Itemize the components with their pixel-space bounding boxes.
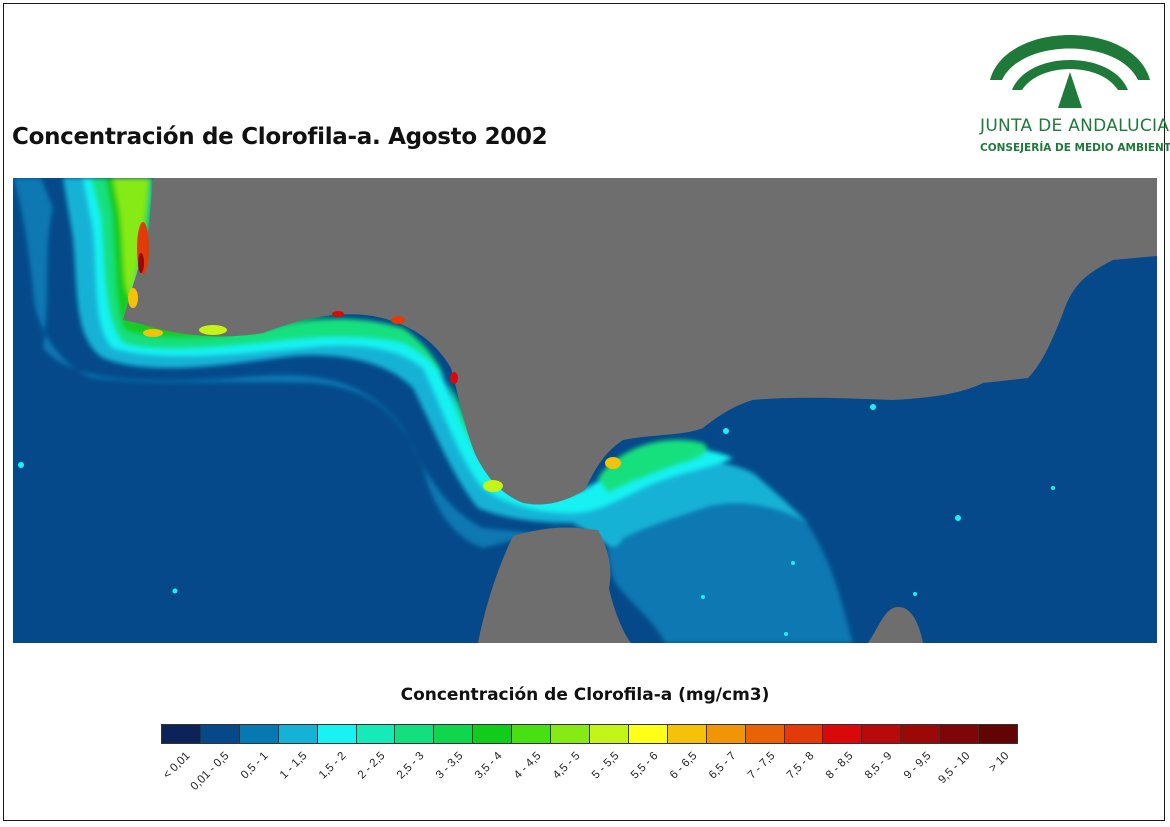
- legend-color-bar: [161, 724, 1018, 744]
- legend-swatch: [434, 725, 474, 743]
- legend-swatch: [979, 725, 1017, 743]
- legend-swatch: [200, 725, 240, 743]
- north-africa-west: [478, 527, 631, 643]
- legend-label: 2 - 2,5: [356, 750, 388, 782]
- iberian-peninsula: [123, 178, 1157, 505]
- logo-emblem-icon: [990, 35, 1150, 108]
- legend-label: 3,5 - 4: [473, 750, 505, 782]
- north-africa-east: [868, 607, 923, 643]
- legend-label: 5,5 - 6: [628, 750, 661, 782]
- legend-label: 2,5 - 3: [395, 750, 427, 782]
- band-4-5-5: [113, 178, 149, 298]
- legend-swatch: [317, 725, 357, 743]
- map-title: Concentración de Clorofila-a. Agosto 200…: [12, 124, 548, 150]
- legend-swatch: [551, 725, 590, 743]
- legend-swatch: [667, 725, 707, 743]
- chlorophyll-bands: [13, 178, 853, 643]
- legend-label: 0,01 - 0,5: [189, 750, 232, 793]
- legend-label: 3 - 3,5: [434, 750, 466, 782]
- legend-label: 8 - 8,5: [823, 750, 856, 782]
- legend-swatch: [356, 725, 396, 743]
- logo-department: CONSEJERÍA DE MEDIO AMBIENTE: [980, 142, 1170, 154]
- legend-swatch: [512, 725, 552, 743]
- legend-label: 9 - 9,5: [901, 750, 934, 782]
- legend-swatch: [628, 725, 668, 743]
- legend-label: 9,5 - 10: [935, 750, 973, 787]
- legend-swatch: [784, 725, 824, 743]
- legend-label: 7 - 7,5: [745, 750, 778, 782]
- legend-label: 4,5 - 5: [550, 750, 583, 782]
- legend-swatch: [395, 725, 435, 743]
- legend-label: 1,5 - 2: [317, 750, 349, 782]
- legend-label: 6,5 - 7: [706, 750, 739, 782]
- legend-label: 8,5 - 9: [862, 750, 895, 782]
- legend-swatch: [862, 725, 902, 743]
- legend-swatch: [589, 725, 629, 743]
- legend-swatch: [745, 725, 785, 743]
- junta-de-andalucia-logo: JUNTA DE ANDALUCIA CONSEJERÍA DE MEDIO A…: [980, 14, 1170, 164]
- legend-label: 1 - 1,5: [278, 750, 310, 782]
- legend-swatch: [901, 725, 941, 743]
- legend-label: 7,5 - 8: [784, 750, 817, 782]
- band-2-3-east: [598, 439, 707, 493]
- legend-label: 5 - 5,5: [589, 750, 622, 782]
- legend-label: 0,5 - 1: [239, 750, 271, 782]
- legend-swatch: [823, 725, 863, 743]
- chlorophyll-map: [13, 178, 1157, 643]
- logo-name: JUNTA DE ANDALUCIA: [980, 116, 1170, 136]
- legend-swatch: [706, 725, 746, 743]
- legend-swatch: [940, 725, 980, 743]
- legend-swatch: [473, 725, 513, 743]
- legend-swatch: [239, 725, 279, 743]
- legend-swatch: [278, 725, 318, 743]
- legend-label: 6 - 6,5: [667, 750, 700, 782]
- legend-swatch: [162, 725, 201, 743]
- legend-label: < 0,01: [161, 750, 193, 782]
- legend-title: Concentración de Clorofila-a (mg/cm3): [400, 685, 770, 705]
- land: [123, 178, 1157, 643]
- legend-label: 4 - 4,5: [512, 750, 544, 782]
- legend-label: > 10: [986, 750, 1012, 775]
- band-2-3: [91, 178, 523, 490]
- high-concentration-spots: [128, 222, 621, 492]
- isolated-patches: [18, 404, 1055, 636]
